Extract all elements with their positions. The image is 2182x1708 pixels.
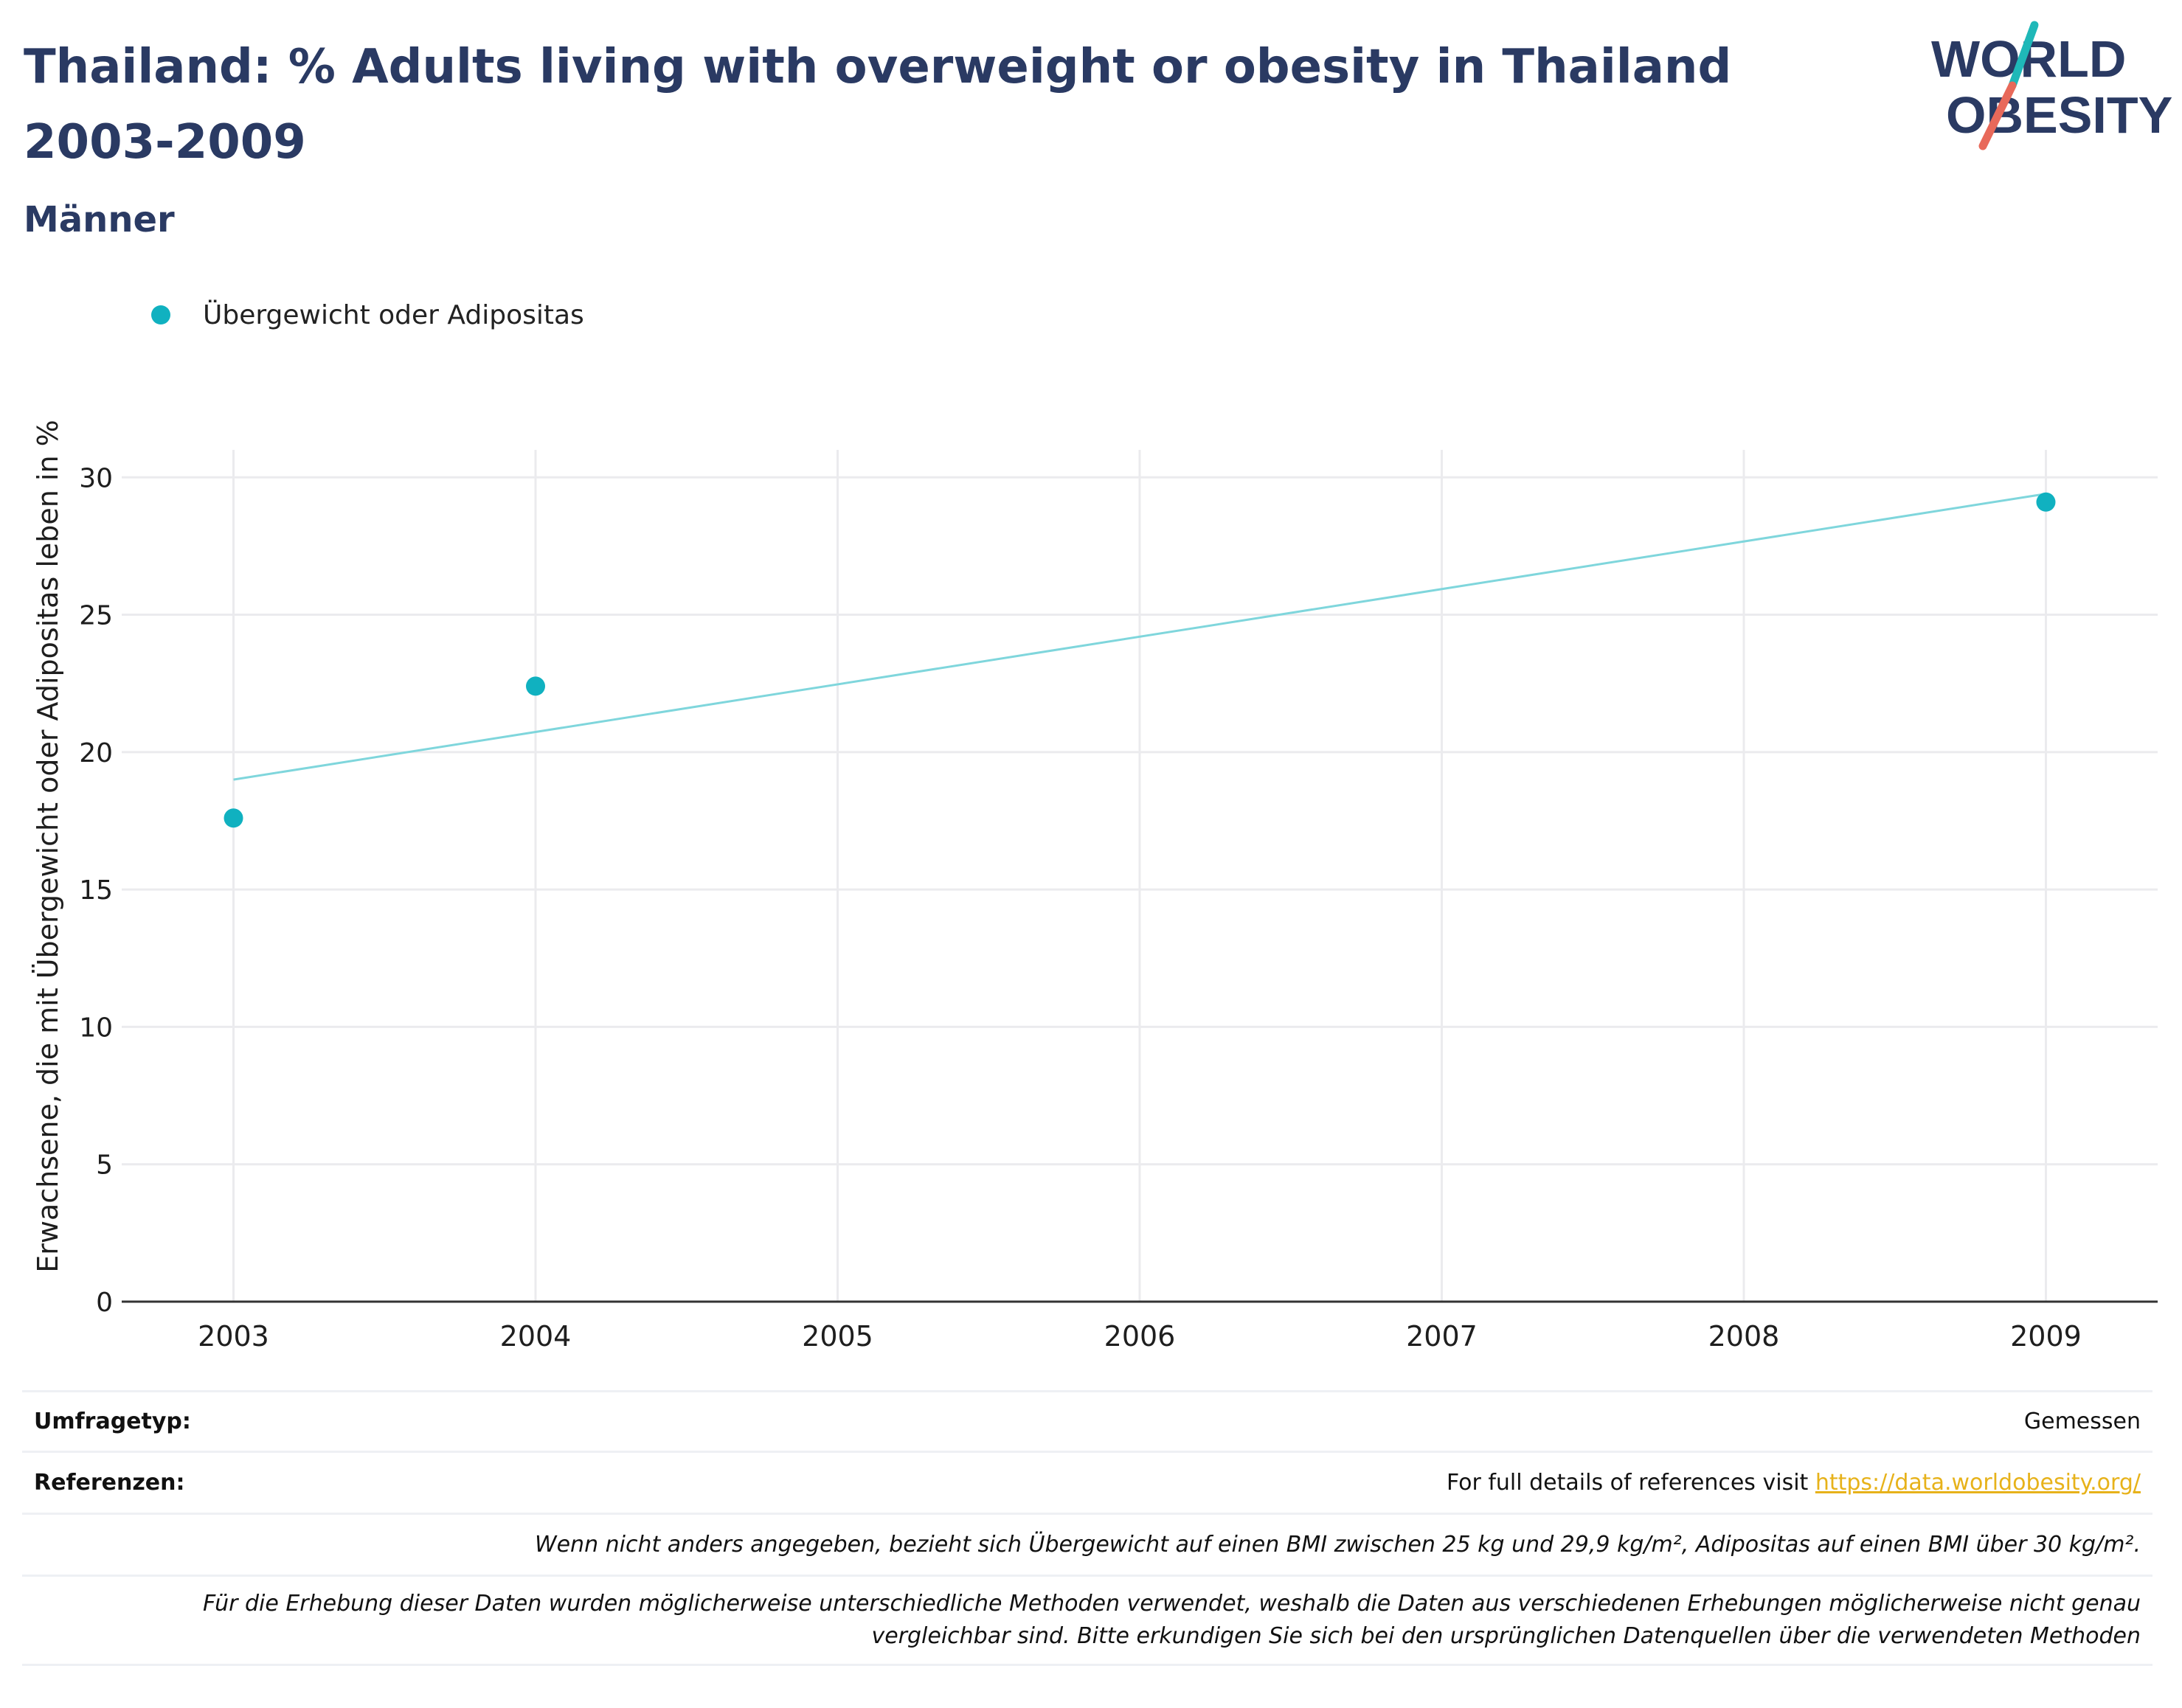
x-tick-label: 2004 (500, 1320, 572, 1353)
references-row: Referenzen: For full details of referenc… (22, 1451, 2152, 1513)
logo-text-obesity: OBESITY (1946, 86, 2172, 144)
references-label: Referenzen: (34, 1470, 185, 1496)
y-tick-label: 25 (79, 601, 113, 631)
legend-label: Übergewicht oder Adipositas (203, 299, 584, 330)
world-obesity-logo: WORLD OBESITY (1925, 15, 2176, 162)
x-tick-label: 2007 (1406, 1320, 1478, 1353)
x-tick-label: 2008 (1708, 1320, 1780, 1353)
chart-legend[interactable]: Übergewicht oder Adipositas (151, 296, 584, 333)
y-tick-label: 15 (79, 875, 113, 906)
info-table: Umfragetyp: Gemessen Referenzen: For ful… (22, 1390, 2152, 1666)
survey-type-value: Gemessen (2023, 1409, 2141, 1434)
x-tick-label: 2006 (1104, 1320, 1176, 1353)
references-text: For full details of references visit (1446, 1470, 1815, 1496)
references-value: For full details of references visit htt… (1447, 1470, 2152, 1496)
methods-note-line1: Für die Erhebung dieser Daten wurden mög… (203, 1591, 2141, 1617)
methods-note-line2: vergleichbar sind. Bitte erkundigen Sie … (871, 1623, 2141, 1649)
references-link[interactable]: https://data.worldobesity.org/ (1815, 1470, 2141, 1496)
y-tick-label: 20 (79, 738, 113, 768)
x-tick-label: 2009 (2010, 1320, 2082, 1353)
definition-note-row: Wenn nicht anders angegeben, bezieht sic… (22, 1513, 2152, 1575)
y-tick-label: 30 (79, 463, 113, 493)
x-tick-label: 2003 (198, 1320, 269, 1353)
world-obesity-logo-graphic: WORLD OBESITY (1931, 21, 2172, 150)
logo-slash-coral-icon (1978, 81, 2017, 150)
y-tick-label: 0 (96, 1288, 113, 1318)
x-tick-label: 2005 (802, 1320, 873, 1353)
y-tick-label: 10 (79, 1013, 113, 1043)
data-point[interactable] (224, 808, 243, 828)
legend-marker-icon (151, 305, 170, 324)
definition-note: Wenn nicht anders angegeben, bezieht sic… (534, 1531, 2141, 1558)
data-point[interactable] (526, 676, 546, 696)
methods-note-row: Für die Erhebung dieser Daten wurden mög… (22, 1575, 2152, 1666)
chart-subtitle: Männer (24, 199, 175, 240)
methods-note: Für die Erhebung dieser Daten wurden mög… (22, 1588, 2152, 1653)
scatter-chart: 0 5 10 15 20 25 30 2003 2004 2005 2006 2007 2008 2009… (32, 420, 2158, 1353)
survey-type-row: Umfragetyp: Gemessen (22, 1390, 2152, 1451)
logo-slash-teal-icon (2008, 21, 2039, 90)
chart-title: Thailand: % Adults living with overweigh… (24, 40, 1732, 170)
survey-type-label: Umfragetyp: (34, 1409, 191, 1434)
data-point[interactable] (2036, 492, 2056, 512)
trendline (233, 493, 2046, 781)
y-axis-label: Erwachsene, die mit Übergewicht oder Adi… (32, 420, 64, 1273)
y-tick-label: 5 (96, 1150, 113, 1181)
